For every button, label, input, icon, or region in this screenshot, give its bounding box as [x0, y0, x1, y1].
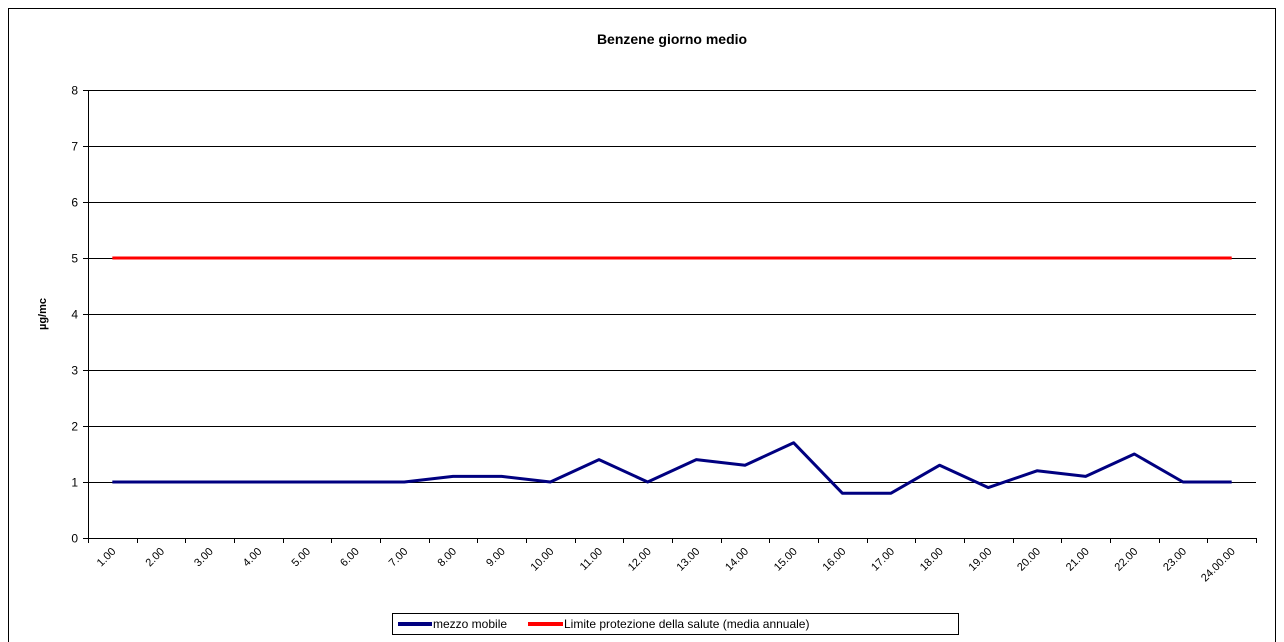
y-tick-label: 6 [71, 196, 78, 210]
y-tick-label: 5 [71, 252, 78, 266]
y-tick-label: 4 [71, 308, 78, 322]
legend-box [392, 613, 959, 635]
y-tick-label: 0 [71, 532, 78, 546]
legend-label: Limite protezione della salute (media an… [564, 617, 809, 631]
chart-title: Benzene giorno medio [597, 31, 747, 47]
y-tick-label: 1 [71, 476, 78, 490]
y-tick-label: 2 [71, 420, 78, 434]
y-tick-label: 7 [71, 140, 78, 154]
y-tick-label: 8 [71, 84, 78, 98]
legend: mezzo mobile Limite protezione della sal… [392, 613, 959, 635]
y-axis-label: µg/mc [37, 298, 49, 330]
series-line [112, 441, 1232, 495]
chart-frame [8, 8, 1276, 642]
y-tick-label: 3 [71, 364, 78, 378]
legend-label: mezzo mobile [433, 617, 507, 631]
